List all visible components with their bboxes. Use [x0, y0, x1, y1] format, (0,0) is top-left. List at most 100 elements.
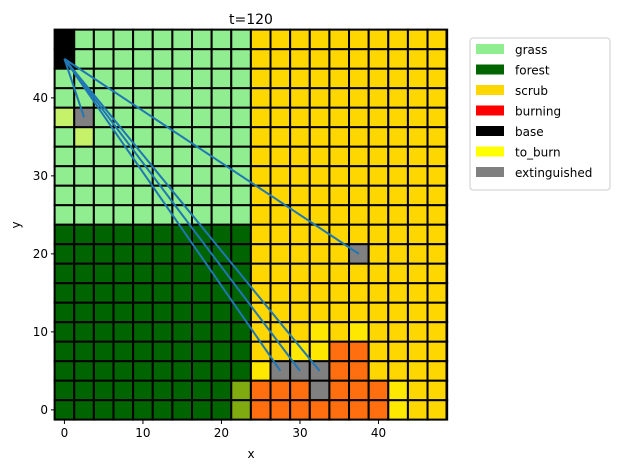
legend-swatch-extinguished [476, 167, 504, 177]
grid-cell [367, 87, 390, 109]
grid-cell [171, 340, 194, 363]
grid-cell [308, 106, 331, 129]
grid-cell [151, 67, 174, 90]
grid-cell [112, 262, 135, 285]
grid-cell [367, 67, 390, 90]
grid-cell [249, 87, 272, 109]
grid-cell [210, 126, 233, 148]
grid-cell [269, 145, 292, 168]
grid-cell [210, 67, 233, 90]
grid-cell [73, 223, 95, 246]
grid-cell [92, 282, 115, 304]
path-line [63, 58, 282, 372]
grid-cell [426, 223, 449, 246]
grid-cell [269, 126, 292, 148]
grid-cell [289, 184, 311, 207]
grid-cell [73, 262, 95, 285]
grid-cell [387, 28, 409, 51]
grid-cell [348, 340, 370, 363]
grid-cell [151, 399, 174, 421]
grid-cell [53, 28, 76, 51]
grid-cell [289, 126, 311, 148]
grid-cell [92, 262, 115, 285]
grid-cell [53, 243, 76, 265]
grid-cell [426, 360, 449, 382]
grid-cell [289, 301, 311, 324]
grid-cell [249, 360, 272, 382]
grid-cell [308, 340, 331, 363]
grid-cell [308, 165, 331, 187]
grid-cell [92, 204, 115, 226]
grid-cell [406, 399, 429, 421]
grid-cell [73, 321, 95, 343]
grid-cell [367, 126, 390, 148]
grid-cell [406, 165, 429, 187]
grid-cell [289, 223, 311, 246]
grid-cell [249, 204, 272, 226]
y-tick-label: 20 [33, 247, 48, 261]
grid-cell [171, 67, 194, 90]
grid-cell [92, 301, 115, 324]
grid-cell [406, 87, 429, 109]
grid-cell [289, 28, 311, 51]
grid-cell [406, 243, 429, 265]
grid-cell [406, 28, 429, 51]
grid-cell [387, 184, 409, 207]
grid-cell [328, 399, 351, 421]
grid-cell [406, 106, 429, 129]
grid-cell [191, 301, 213, 324]
grid-cell [230, 106, 252, 129]
grid-cell [348, 48, 370, 70]
grid-cell [92, 360, 115, 382]
grid-cell [230, 126, 252, 148]
grid-cell [387, 243, 409, 265]
grid-cell [191, 282, 213, 304]
grid-cell [249, 28, 272, 51]
grid-cell [171, 165, 194, 187]
grid-cell [289, 67, 311, 90]
grid-cell [191, 67, 213, 90]
legend: grass forest scrub burning base to_burnexting… [469, 37, 611, 191]
grid-cell [426, 340, 449, 363]
grid-cell [92, 126, 115, 148]
grid-cell [53, 262, 76, 285]
grid-cell [387, 126, 409, 148]
grid-cell [308, 321, 331, 343]
grid-cell [132, 28, 154, 51]
grid-cell [191, 184, 213, 207]
grid-cell [367, 165, 390, 187]
grid-cell [53, 165, 76, 187]
grid-cell [367, 145, 390, 168]
grid-cell [151, 379, 174, 402]
grid-cell [406, 48, 429, 70]
grid-cell [328, 48, 351, 70]
grid-cell [73, 243, 95, 265]
grid-cell [112, 28, 135, 51]
grid-cell [171, 243, 194, 265]
grid-cell [308, 48, 331, 70]
grid-cell [92, 379, 115, 402]
grid-cell [367, 48, 390, 70]
grid-cell [191, 126, 213, 148]
grid-cell [191, 321, 213, 343]
grid-cell [132, 340, 154, 363]
y-tick-label: 40 [33, 91, 48, 105]
grid-cell [112, 184, 135, 207]
grid-cell [210, 301, 233, 324]
grid-cell [230, 204, 252, 226]
x-tick-label: 30 [292, 426, 307, 440]
grid-cell [387, 301, 409, 324]
grid-cell [289, 48, 311, 70]
grid-cell [230, 87, 252, 109]
grid-cell [230, 48, 252, 70]
grid-cell [230, 223, 252, 246]
grid-cell [210, 165, 233, 187]
grid-cell [171, 87, 194, 109]
grid-cell [230, 379, 252, 402]
grid-cell [426, 67, 449, 90]
grid-cell [112, 399, 135, 421]
grid-cell [328, 282, 351, 304]
grid-cell [230, 340, 252, 363]
grid-cell [132, 67, 154, 90]
grid-cell [112, 340, 135, 363]
